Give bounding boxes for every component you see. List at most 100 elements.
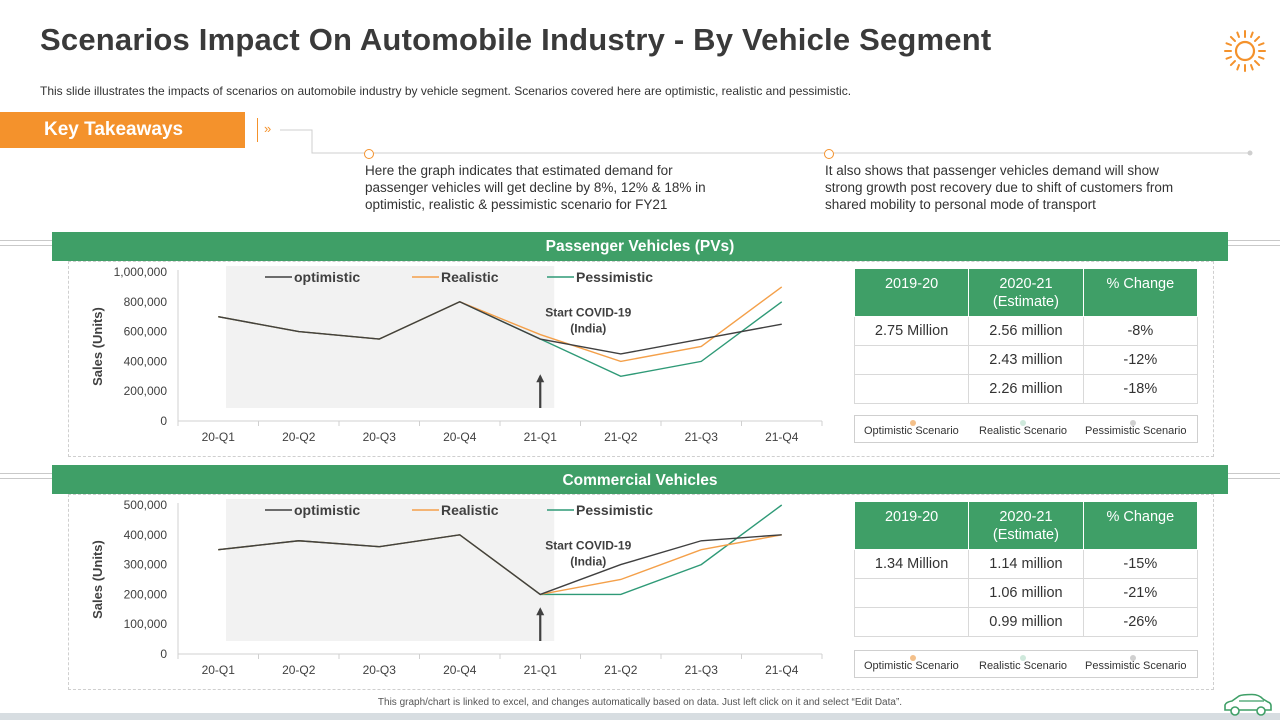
table-row: 2.43 million -12% xyxy=(853,345,1199,375)
x-tick-label: 21-Q3 xyxy=(685,663,719,677)
series-line-optimistic xyxy=(218,534,782,596)
x-tick-label: 21-Q2 xyxy=(604,663,638,677)
table-row: 2.26 million -18% xyxy=(853,374,1199,404)
y-tick-label: 300,000 xyxy=(124,558,168,572)
table-cell: 2.26 million xyxy=(968,374,1084,404)
table-header: 2020-21 (Estimate) xyxy=(968,501,1084,550)
page-subtitle: This slide illustrates the impacts of sc… xyxy=(40,84,852,98)
x-tick-label: 20-Q2 xyxy=(282,663,316,677)
legend-realistic: Realistic Scenario xyxy=(979,420,1068,437)
table-cell: 0.99 million xyxy=(968,607,1084,637)
y-tick-label: 400,000 xyxy=(124,528,168,542)
table-cell xyxy=(853,345,970,375)
covid-annotation: (India) xyxy=(570,555,606,569)
bullet-icon xyxy=(364,149,374,159)
table-cell: 2.56 million xyxy=(968,316,1084,346)
section-header-bar xyxy=(52,465,1228,494)
x-tick-label: 20-Q1 xyxy=(202,430,236,444)
y-axis-label: Sales (Units) xyxy=(90,540,105,619)
divider xyxy=(257,118,258,142)
table-row: 2.75 Million 2.56 million -8% xyxy=(853,316,1199,346)
scenario-legend: Optimistic Scenario Realistic Scenario P… xyxy=(854,415,1198,443)
arrow-head-icon xyxy=(536,374,545,383)
x-tick-label: 21-Q4 xyxy=(765,663,799,677)
table-header: 2020-21 (Estimate) xyxy=(968,268,1084,317)
section-heading-pv: Passenger Vehicles (PVs) xyxy=(545,238,735,255)
decor-line xyxy=(0,478,52,479)
y-tick-label: 200,000 xyxy=(124,384,168,398)
section-heading-cv: Commercial Vehicles xyxy=(562,472,718,489)
legend-label: Realistic Scenario xyxy=(979,425,1068,437)
decor-line xyxy=(1228,473,1280,474)
table-header: 2019-20 xyxy=(853,268,970,317)
y-tick-label: 0 xyxy=(160,647,167,661)
decor-line xyxy=(0,473,52,474)
decor-line xyxy=(1228,245,1280,246)
legend-label: Realistic xyxy=(441,269,499,285)
chevron-icon: » xyxy=(264,121,272,136)
sun-icon xyxy=(1224,30,1266,72)
legend-label: optimistic xyxy=(294,269,360,285)
table-header: % Change xyxy=(1082,501,1199,550)
legend-label: Pessimistic xyxy=(576,269,653,285)
legend-label: Optimistic Scenario xyxy=(864,660,959,672)
table-cell: -15% xyxy=(1082,549,1199,579)
y-axis-label: Sales (Units) xyxy=(90,307,105,386)
table-cell: 1.34 Million xyxy=(853,549,970,579)
takeaway-text-1: Here the graph indicates that estimated … xyxy=(365,163,706,212)
y-tick-label: 600,000 xyxy=(124,325,168,339)
footer-note: This graph/chart is linked to excel, and… xyxy=(377,697,903,708)
series-line-optimistic xyxy=(218,301,782,355)
x-tick-label: 20-Q3 xyxy=(363,663,397,677)
decor-line xyxy=(1228,240,1280,241)
pre-covid-shade xyxy=(226,499,555,641)
table-cell: 2.75 Million xyxy=(853,316,970,346)
legend-optimistic: Optimistic Scenario xyxy=(864,655,959,672)
decor-line xyxy=(0,240,52,241)
table-header: % Change xyxy=(1082,268,1199,317)
x-tick-label: 20-Q2 xyxy=(282,430,316,444)
pre-covid-shade xyxy=(226,266,555,408)
table-cell xyxy=(853,374,970,404)
legend-pessimistic: Pessimistic Scenario xyxy=(1085,655,1187,672)
table-header: 2019-20 xyxy=(853,501,970,550)
cv-line-chart: 0 100,000 200,000 300,000 400,000 500,000 20-Q… xyxy=(90,498,823,677)
pv-line-chart: 0 200,000 400,000 600,000 800,000 1,000,000 20… xyxy=(90,265,823,444)
x-tick-label: 20-Q1 xyxy=(202,663,236,677)
x-tick-label: 21-Q3 xyxy=(685,430,719,444)
x-tick-label: 20-Q3 xyxy=(363,430,397,444)
table-row: 0.99 million -26% xyxy=(853,607,1199,637)
chart-frame xyxy=(68,494,1214,690)
takeaway-text-2: It also shows that passenger vehicles de… xyxy=(825,163,1174,212)
scenario-legend: Optimistic Scenario Realistic Scenario P… xyxy=(854,650,1198,678)
takeaway-connector xyxy=(280,129,1253,156)
table-row: 1.06 million -21% xyxy=(853,578,1199,608)
decor-line xyxy=(1228,478,1280,479)
x-tick-label: 21-Q1 xyxy=(524,430,558,444)
y-tick-label: 400,000 xyxy=(124,354,168,368)
x-tick-label: 21-Q2 xyxy=(604,430,638,444)
car-icon xyxy=(1224,693,1272,716)
x-tick-label: 20-Q4 xyxy=(443,430,477,444)
pv-data-table: 2019-20 2020-21 (Estimate) % Change 2.75… xyxy=(853,268,1199,404)
legend-pessimistic: Pessimistic Scenario xyxy=(1085,420,1187,437)
y-tick-label: 800,000 xyxy=(124,295,168,309)
legend-label: Pessimistic Scenario xyxy=(1085,660,1187,672)
legend-label: Pessimistic Scenario xyxy=(1085,425,1187,437)
legend-label: Pessimistic xyxy=(576,502,653,518)
arrow-head-icon xyxy=(536,607,545,616)
decor-line xyxy=(0,245,52,246)
page-title: Scenarios Impact On Automobile Industry … xyxy=(40,22,992,57)
covid-annotation: Start COVID-19 xyxy=(545,306,631,320)
key-takeaways-label: Key Takeaways xyxy=(44,119,184,140)
y-tick-label: 1,000,000 xyxy=(114,265,168,279)
key-takeaways-banner xyxy=(0,112,245,148)
table-cell: -21% xyxy=(1082,578,1199,608)
y-tick-label: 500,000 xyxy=(124,498,168,512)
x-tick-label: 21-Q4 xyxy=(765,430,799,444)
cv-data-table: 2019-20 2020-21 (Estimate) % Change 1.34… xyxy=(853,501,1199,637)
covid-annotation: Start COVID-19 xyxy=(545,539,631,553)
table-cell xyxy=(853,607,970,637)
section-header-bar xyxy=(52,232,1228,261)
y-tick-label: 100,000 xyxy=(124,617,168,631)
